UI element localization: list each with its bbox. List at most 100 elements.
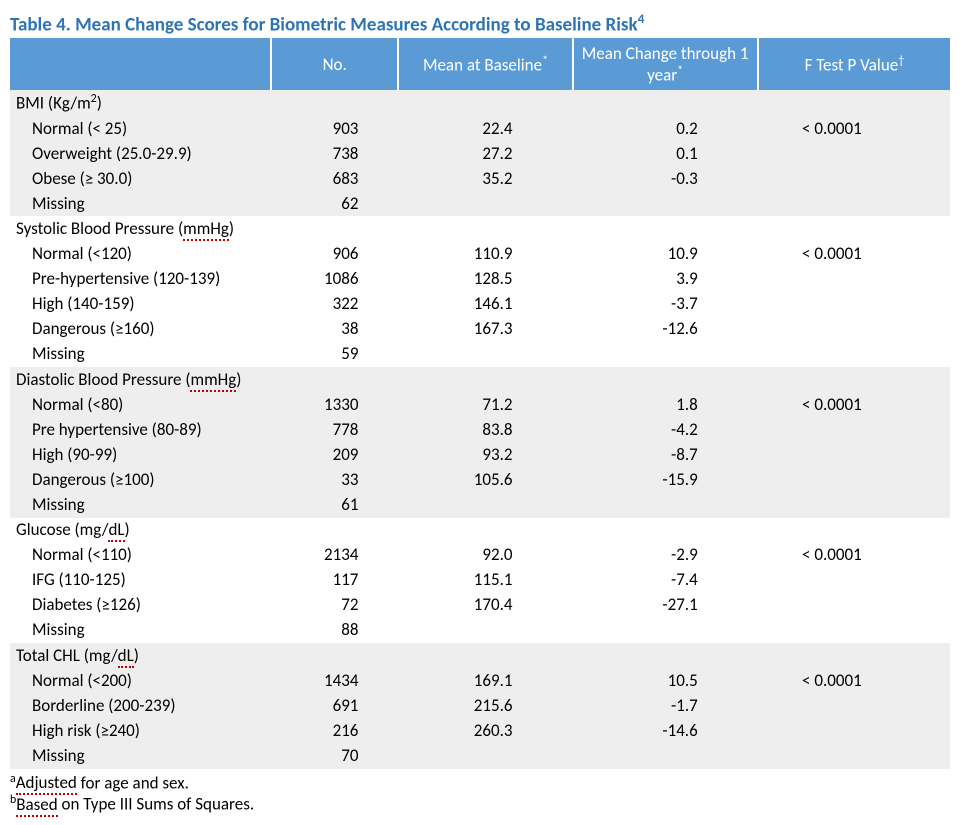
title-text: Table 4. Mean Change Scores for Biometri…	[10, 13, 638, 36]
row-label: Missing	[10, 492, 271, 517]
th-ftest: F Test P Value†	[758, 38, 950, 90]
row-no: 322	[271, 292, 399, 317]
row-no: 216	[271, 718, 399, 743]
row-no: 70	[271, 743, 399, 768]
row-baseline: 92.0	[398, 543, 572, 568]
table-row: Overweight (25.0-29.9)73827.20.1	[10, 141, 950, 166]
row-change: -3.7	[573, 292, 758, 317]
row-no: 738	[271, 141, 399, 166]
row-baseline	[398, 191, 572, 216]
row-label: Normal (<200)	[10, 668, 271, 693]
row-baseline: 71.2	[398, 392, 572, 417]
row-ftest	[758, 693, 950, 718]
row-change: -2.9	[573, 543, 758, 568]
row-no: 117	[271, 568, 399, 593]
row-ftest	[758, 618, 950, 643]
row-no: 691	[271, 693, 399, 718]
table-row: Normal (<120)906110.910.9< 0.0001	[10, 242, 950, 267]
row-baseline: 27.2	[398, 141, 572, 166]
row-no: 88	[271, 618, 399, 643]
row-label: Missing	[10, 743, 271, 768]
row-no: 2134	[271, 543, 399, 568]
row-no: 38	[271, 317, 399, 342]
row-label: Missing	[10, 191, 271, 216]
table-row: Pre-hypertensive (120-139)1086128.53.9	[10, 267, 950, 292]
row-change: -1.7	[573, 693, 758, 718]
table-row: Pre hypertensive (80-89)77883.8-4.2	[10, 417, 950, 442]
row-change	[573, 743, 758, 768]
row-label: Normal (<80)	[10, 392, 271, 417]
row-ftest	[758, 442, 950, 467]
table-row: High risk (≥240)216260.3-14.6	[10, 718, 950, 743]
row-no: 1086	[271, 267, 399, 292]
row-baseline: 22.4	[398, 116, 572, 141]
row-ftest	[758, 593, 950, 618]
row-change: -12.6	[573, 317, 758, 342]
row-baseline: 93.2	[398, 442, 572, 467]
table-row: Normal (< 25)90322.40.2< 0.0001	[10, 116, 950, 141]
row-change	[573, 342, 758, 367]
row-label: High risk (≥240)	[10, 718, 271, 743]
row-baseline	[398, 492, 572, 517]
row-ftest	[758, 467, 950, 492]
row-label: Missing	[10, 618, 271, 643]
row-baseline: 215.6	[398, 693, 572, 718]
row-baseline	[398, 342, 572, 367]
table-row: Normal (<80)133071.21.8< 0.0001	[10, 392, 950, 417]
table-row: Normal (<110)213492.0-2.9< 0.0001	[10, 543, 950, 568]
row-baseline	[398, 618, 572, 643]
table-title: Table 4. Mean Change Scores for Biometri…	[10, 10, 957, 36]
table-row: High (140-159)322146.1-3.7	[10, 292, 950, 317]
table-row: Missing88	[10, 618, 950, 643]
row-baseline: 146.1	[398, 292, 572, 317]
row-change: 3.9	[573, 267, 758, 292]
th-change: Mean Change through 1 year*	[573, 38, 758, 90]
row-label: Normal (<120)	[10, 242, 271, 267]
row-change: -4.2	[573, 417, 758, 442]
row-no: 683	[271, 166, 399, 191]
th-baseline: Mean at Baseline*	[398, 38, 572, 90]
row-change: 10.5	[573, 668, 758, 693]
row-no: 72	[271, 593, 399, 618]
row-change: -15.9	[573, 467, 758, 492]
th-no: No.	[271, 38, 399, 90]
table-row: Normal (<200)1434169.110.5< 0.0001	[10, 668, 950, 693]
section-header: Systolic Blood Pressure (mmHg)	[10, 216, 271, 241]
footnote: bBased on Type III Sums of Squares.	[10, 793, 957, 815]
row-ftest: < 0.0001	[758, 668, 950, 693]
row-change: -7.4	[573, 568, 758, 593]
row-baseline: 169.1	[398, 668, 572, 693]
section-header: BMI (Kg/m2)	[10, 90, 271, 116]
row-no: 209	[271, 442, 399, 467]
row-baseline: 167.3	[398, 317, 572, 342]
row-no: 62	[271, 191, 399, 216]
row-change: -8.7	[573, 442, 758, 467]
table-row: High (90-99)20993.2-8.7	[10, 442, 950, 467]
row-change	[573, 492, 758, 517]
row-no: 59	[271, 342, 399, 367]
row-ftest	[758, 166, 950, 191]
row-change: 1.8	[573, 392, 758, 417]
row-label: Pre-hypertensive (120-139)	[10, 267, 271, 292]
row-ftest	[758, 718, 950, 743]
row-baseline: 35.2	[398, 166, 572, 191]
table-body: BMI (Kg/m2)Normal (< 25)90322.40.2< 0.00…	[10, 90, 950, 768]
row-change: -27.1	[573, 593, 758, 618]
row-label: Dangerous (≥160)	[10, 317, 271, 342]
row-baseline: 170.4	[398, 593, 572, 618]
row-no: 778	[271, 417, 399, 442]
row-ftest: < 0.0001	[758, 543, 950, 568]
section-header: Diastolic Blood Pressure (mmHg)	[10, 367, 271, 392]
row-label: Overweight (25.0-29.9)	[10, 141, 271, 166]
row-baseline: 83.8	[398, 417, 572, 442]
row-change: 0.1	[573, 141, 758, 166]
table-row: Dangerous (≥160)38167.3-12.6	[10, 317, 950, 342]
row-label: Normal (<110)	[10, 543, 271, 568]
row-change: 0.2	[573, 116, 758, 141]
row-no: 1434	[271, 668, 399, 693]
row-label: IFG (110-125)	[10, 568, 271, 593]
row-ftest	[758, 492, 950, 517]
row-label: Diabetes (≥126)	[10, 593, 271, 618]
row-baseline: 105.6	[398, 467, 572, 492]
row-change	[573, 191, 758, 216]
